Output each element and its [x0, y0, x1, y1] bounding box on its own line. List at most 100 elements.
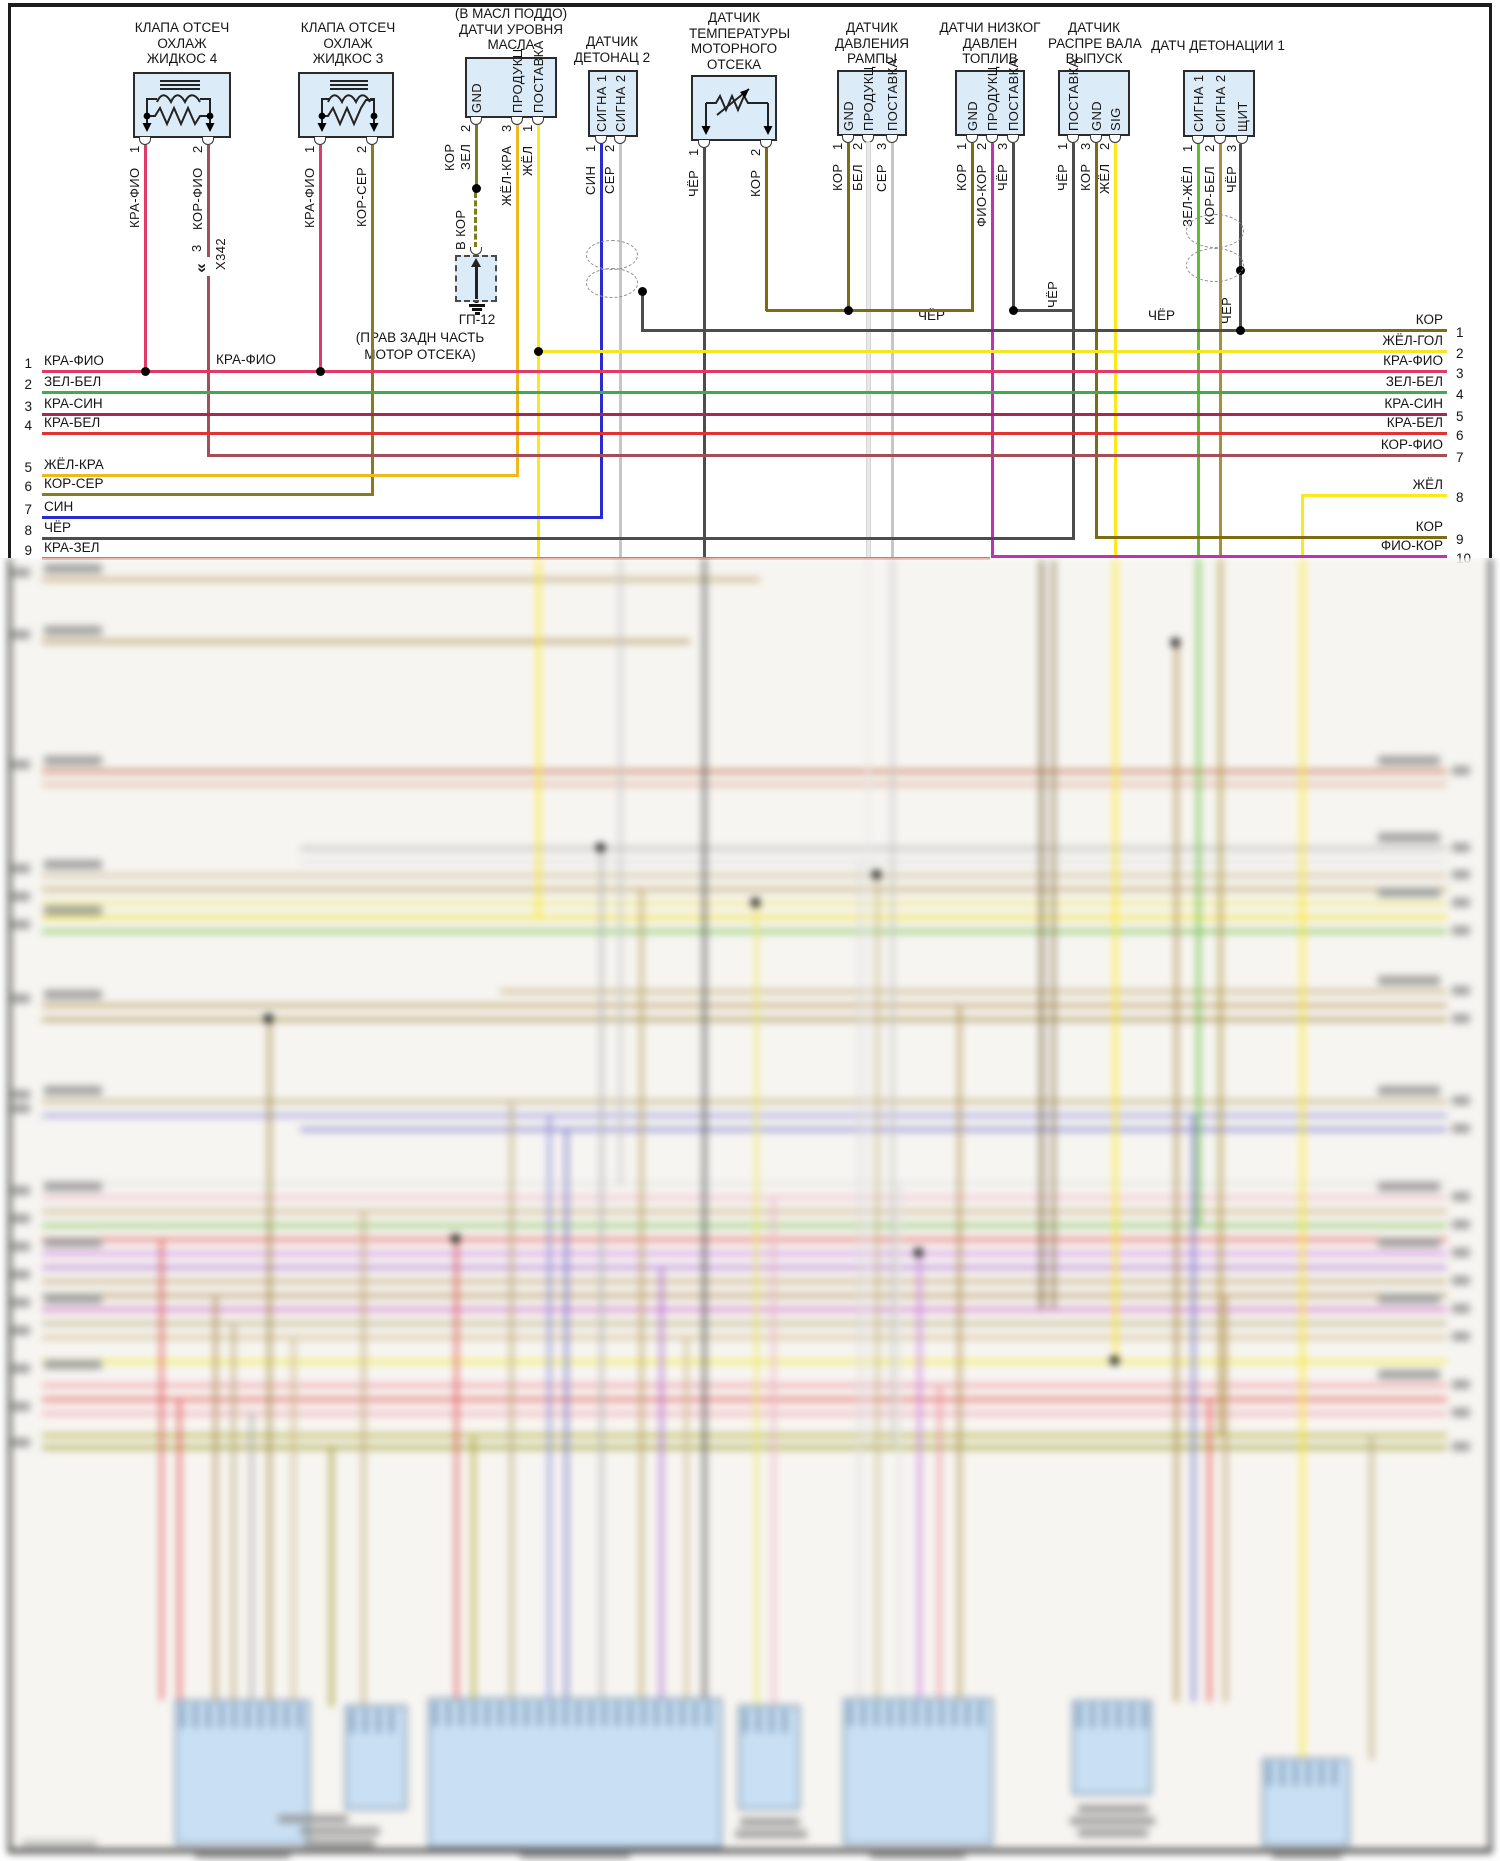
pin-label: СИГНА 2 — [613, 74, 628, 132]
pin-number: 2 — [1202, 144, 1217, 152]
wire-label: СЕР — [602, 166, 617, 194]
ecu-connector-box — [428, 1698, 722, 1848]
junction-dot — [751, 898, 760, 907]
wire — [971, 143, 974, 311]
wire — [1197, 558, 1200, 1226]
wire — [207, 454, 1447, 457]
ghost-label — [12, 920, 30, 929]
wire — [876, 874, 879, 1698]
pin-connector — [511, 117, 523, 125]
splice-wire-label: В КОР — [453, 209, 468, 251]
wire — [42, 493, 374, 496]
wire — [1370, 1434, 1373, 1760]
pin-connector — [1007, 135, 1019, 143]
pin-label: ПРОДУКЦ — [985, 66, 1000, 131]
wire — [42, 1322, 1447, 1325]
pin-number: 1 — [302, 145, 317, 153]
pin-connector — [862, 135, 874, 143]
wire — [42, 888, 1447, 891]
component-title-knock2: ДАТЧИК ДЕТОНАЦ 2 — [573, 34, 651, 65]
pin-connector — [698, 140, 710, 148]
ghost-label — [300, 1827, 380, 1835]
wire — [619, 558, 622, 1185]
wire-label: ЖЁЛ — [520, 146, 535, 177]
ecu-connector-box — [1072, 1700, 1152, 1795]
page-border-left — [8, 558, 11, 1852]
ghost-label — [1272, 1852, 1342, 1859]
ghost-label — [1452, 1192, 1470, 1201]
bus-label-left: СИН — [44, 499, 74, 514]
exhaust-camshaft-sensor-box — [1058, 70, 1130, 136]
ghost-label — [44, 1360, 102, 1369]
wire — [371, 145, 374, 494]
wire — [918, 1252, 921, 1698]
wire — [42, 1412, 1447, 1415]
wire — [42, 578, 760, 581]
ghost-label — [44, 1294, 102, 1303]
wire — [300, 1128, 1447, 1131]
wire — [1040, 560, 1043, 1308]
pin-connector — [366, 137, 378, 145]
component-title-knock1: ДАТЧ ДЕТОНАЦИИ 1 — [1151, 38, 1285, 53]
ghost-label — [1452, 926, 1470, 935]
bus-number-left: 9 — [24, 543, 32, 558]
wire — [144, 145, 147, 371]
ghost-label — [1078, 1805, 1148, 1813]
pin-label: ПРОДУКЦ — [861, 66, 876, 131]
wire — [858, 860, 861, 1698]
wire — [42, 770, 1447, 773]
knock2-sensor-box — [588, 70, 638, 137]
wire — [42, 930, 1447, 933]
wire — [42, 1114, 1447, 1117]
junction-dot — [844, 306, 853, 315]
wire — [641, 329, 1242, 332]
wire — [42, 1224, 1447, 1227]
wire — [42, 916, 1447, 919]
ghost-label — [12, 1186, 30, 1195]
pin-number: 1 — [583, 144, 598, 152]
wire-label: ЗЕЛ — [458, 144, 473, 171]
wire — [42, 1266, 1447, 1269]
wire — [938, 1384, 941, 1698]
bus-number-left: 4 — [24, 418, 32, 433]
wire — [538, 350, 1447, 353]
pin-label: ПОСТАВКА — [531, 40, 546, 113]
junction-dot — [596, 843, 605, 852]
bus-label-right: ЖЁЛ-ГОЛ — [1382, 333, 1443, 348]
ghost-label — [12, 994, 30, 1003]
pin-connector — [314, 137, 326, 145]
ghost-label — [1452, 986, 1470, 995]
wire — [548, 1114, 551, 1698]
pin-label: GND — [841, 100, 856, 131]
pin-number: 1 — [1055, 142, 1070, 150]
wire — [160, 1238, 163, 1700]
wire-label: КОР — [954, 164, 969, 192]
bus-label-right: КРА-БЕЛ — [1386, 415, 1443, 430]
wire — [42, 902, 1447, 905]
ground-location-line2: МОТОР ОТСЕКА) — [364, 347, 476, 362]
ground-name: ГП-12 — [458, 312, 496, 327]
pin-label: GND — [965, 100, 980, 131]
ghost-label — [12, 1326, 30, 1335]
wire — [42, 1100, 1447, 1103]
ground-location-line1: (ПРАВ ЗАДН ЧАСТЬ — [355, 330, 485, 345]
wire — [42, 370, 1447, 373]
pin-connector — [139, 137, 151, 145]
pin-number: 2 — [850, 142, 865, 150]
wire — [1072, 143, 1075, 539]
junction-dot — [316, 367, 325, 376]
wire — [42, 1398, 1447, 1401]
wire — [42, 1308, 1447, 1311]
inline-connector-icon: » — [193, 263, 213, 273]
component-title-valve4: КЛАПА ОТСЕЧ ОХЛАЖ ЖИДКОС 4 — [134, 20, 230, 66]
ghost-label — [1452, 1380, 1470, 1389]
bus-number-left: 6 — [24, 479, 32, 494]
pin-connector — [470, 117, 482, 125]
component-title-valve3: КЛАПА ОТСЕЧ ОХЛАЖ ЖИДКОС 3 — [300, 20, 396, 66]
ghost-label — [12, 760, 30, 769]
ghost-label — [44, 564, 102, 573]
junction-dot — [141, 367, 150, 376]
valve4-box — [133, 72, 231, 138]
wire — [42, 1434, 1447, 1437]
